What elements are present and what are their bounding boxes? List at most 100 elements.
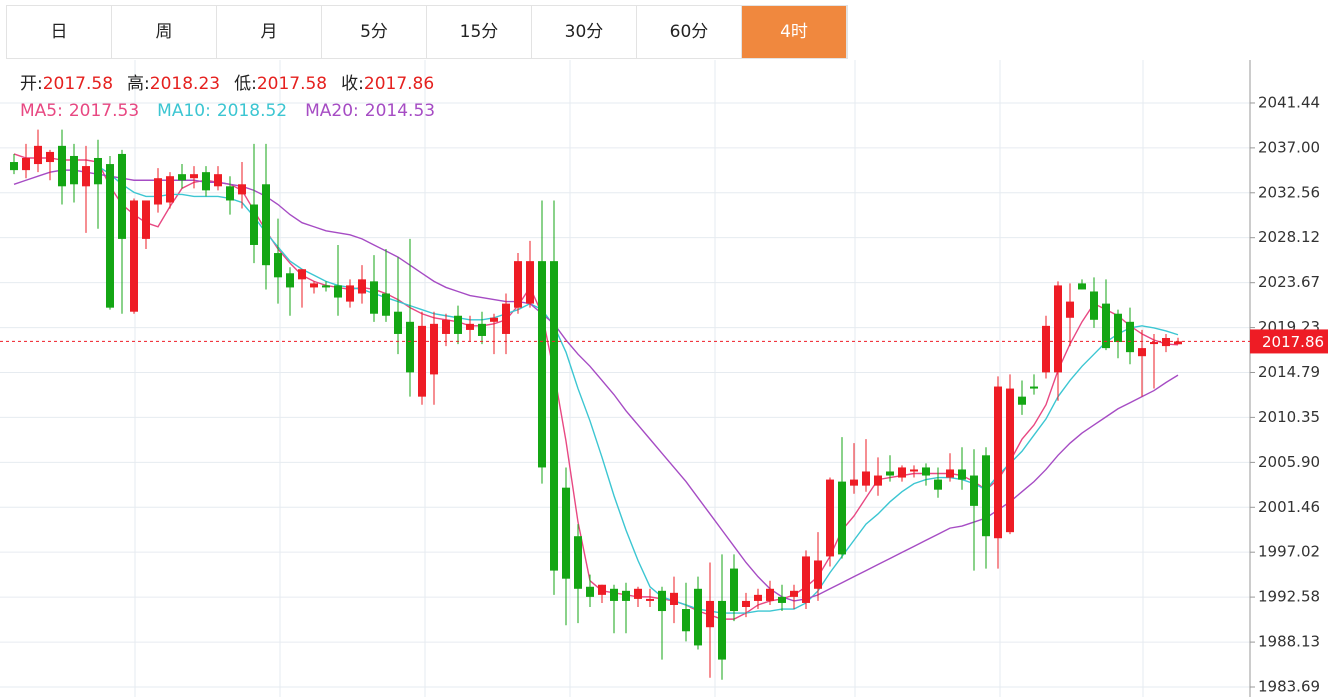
candle-body — [310, 283, 318, 288]
period-tab[interactable]: 30分 — [532, 6, 637, 58]
ma-name: MA20: — [305, 101, 359, 121]
candle-body — [802, 556, 810, 603]
candle-body — [778, 596, 786, 603]
ma-line — [13, 153, 1179, 620]
period-tab[interactable]: 4时 — [742, 6, 847, 58]
candle-body — [754, 594, 762, 601]
candle-body — [442, 319, 450, 334]
candle-body — [106, 164, 114, 308]
candle-body — [790, 590, 798, 597]
period-tab[interactable]: 60分 — [637, 6, 742, 58]
candle-body — [646, 598, 654, 601]
candle-body — [826, 479, 834, 557]
y-tick-label: 2010.35 — [1258, 408, 1320, 426]
candle-body — [1138, 348, 1146, 357]
candle-body — [694, 588, 702, 646]
candle-body — [478, 323, 486, 336]
ohlc-value: 2017.58 — [257, 74, 327, 94]
candle-body — [994, 386, 1002, 539]
candle-body — [862, 471, 870, 486]
candle-body — [1114, 313, 1122, 343]
candle-body — [718, 600, 726, 660]
ohlc-value: 2018.23 — [150, 74, 220, 94]
candle-body — [94, 157, 102, 185]
period-tab[interactable]: 周 — [112, 6, 217, 58]
y-tick-label: 1983.69 — [1258, 677, 1320, 695]
candle-body — [850, 479, 858, 486]
period-tab[interactable]: 日 — [7, 6, 112, 58]
candle-body — [526, 261, 534, 304]
ohlc-key: 收: — [341, 74, 364, 94]
ma-name: MA10: — [157, 101, 211, 121]
candle-body — [1102, 303, 1110, 349]
y-tick-label: 2032.56 — [1258, 183, 1320, 201]
candle-body — [226, 186, 234, 201]
candle-body — [1042, 325, 1050, 373]
candle-body — [946, 469, 954, 478]
candle-body — [58, 145, 66, 187]
candle-body — [190, 174, 198, 179]
y-tick-label: 2041.44 — [1258, 93, 1320, 111]
candle-body — [10, 162, 18, 171]
candle-body — [286, 273, 294, 288]
candle-body — [238, 184, 246, 195]
candle-body — [370, 281, 378, 314]
ohlc-key: 低: — [234, 74, 257, 94]
candle-body — [550, 261, 558, 571]
y-tick-label: 1997.02 — [1258, 543, 1320, 561]
candle-body — [130, 200, 138, 312]
y-tick-label: 2023.67 — [1258, 273, 1320, 291]
candle-body — [562, 487, 570, 579]
candle-body — [1162, 337, 1170, 347]
candle-body — [430, 323, 438, 375]
candle-body — [490, 317, 498, 322]
candle-body — [298, 269, 306, 280]
candle-body — [454, 315, 462, 334]
y-tick-label: 2005.90 — [1258, 453, 1320, 471]
ma-line — [97, 165, 1179, 614]
candle-body — [622, 590, 630, 601]
candle-body — [922, 467, 930, 476]
candle-body — [250, 204, 258, 245]
candle-body — [1090, 291, 1098, 320]
candle-body — [742, 600, 750, 607]
candle-body — [874, 475, 882, 486]
candle-body — [730, 568, 738, 612]
period-tabs: 日周月 5分 15分 30分 60分 4时 — [6, 5, 848, 59]
ohlc-value: 2017.86 — [364, 74, 434, 94]
candle-body — [1150, 342, 1158, 345]
candle-body — [70, 155, 78, 185]
candle-body — [358, 279, 366, 294]
ma-value: 2014.53 — [365, 101, 435, 121]
candle-body — [598, 584, 606, 595]
candle-body — [118, 153, 126, 239]
period-tab[interactable]: 5分 — [322, 6, 427, 58]
ma-value: 2017.53 — [69, 101, 139, 121]
y-tick-label: 2014.79 — [1258, 363, 1320, 381]
candle-body — [574, 536, 582, 589]
price-label: 2017.86 — [1262, 333, 1324, 351]
candle-body — [586, 586, 594, 597]
candle-body — [394, 311, 402, 334]
candle-body — [910, 469, 918, 472]
ohlc-key: 开: — [20, 74, 43, 94]
candle-body — [838, 481, 846, 555]
candle-body — [658, 590, 666, 612]
candle-body — [982, 455, 990, 537]
candle-body — [262, 184, 270, 266]
candle-body — [166, 176, 174, 203]
period-tab[interactable]: 15分 — [427, 6, 532, 58]
candle-body — [418, 325, 426, 397]
candle-body — [1066, 301, 1074, 318]
candle-body — [142, 200, 150, 239]
y-tick-label: 1992.58 — [1258, 588, 1320, 606]
candle-body — [610, 588, 618, 601]
candle-body — [34, 145, 42, 165]
y-tick-label: 2028.12 — [1258, 228, 1320, 246]
candle-body — [502, 303, 510, 334]
candle-body — [970, 475, 978, 506]
period-tab[interactable]: 月 — [217, 6, 322, 58]
candle-body — [406, 321, 414, 373]
ohlc-value: 2017.58 — [43, 74, 113, 94]
